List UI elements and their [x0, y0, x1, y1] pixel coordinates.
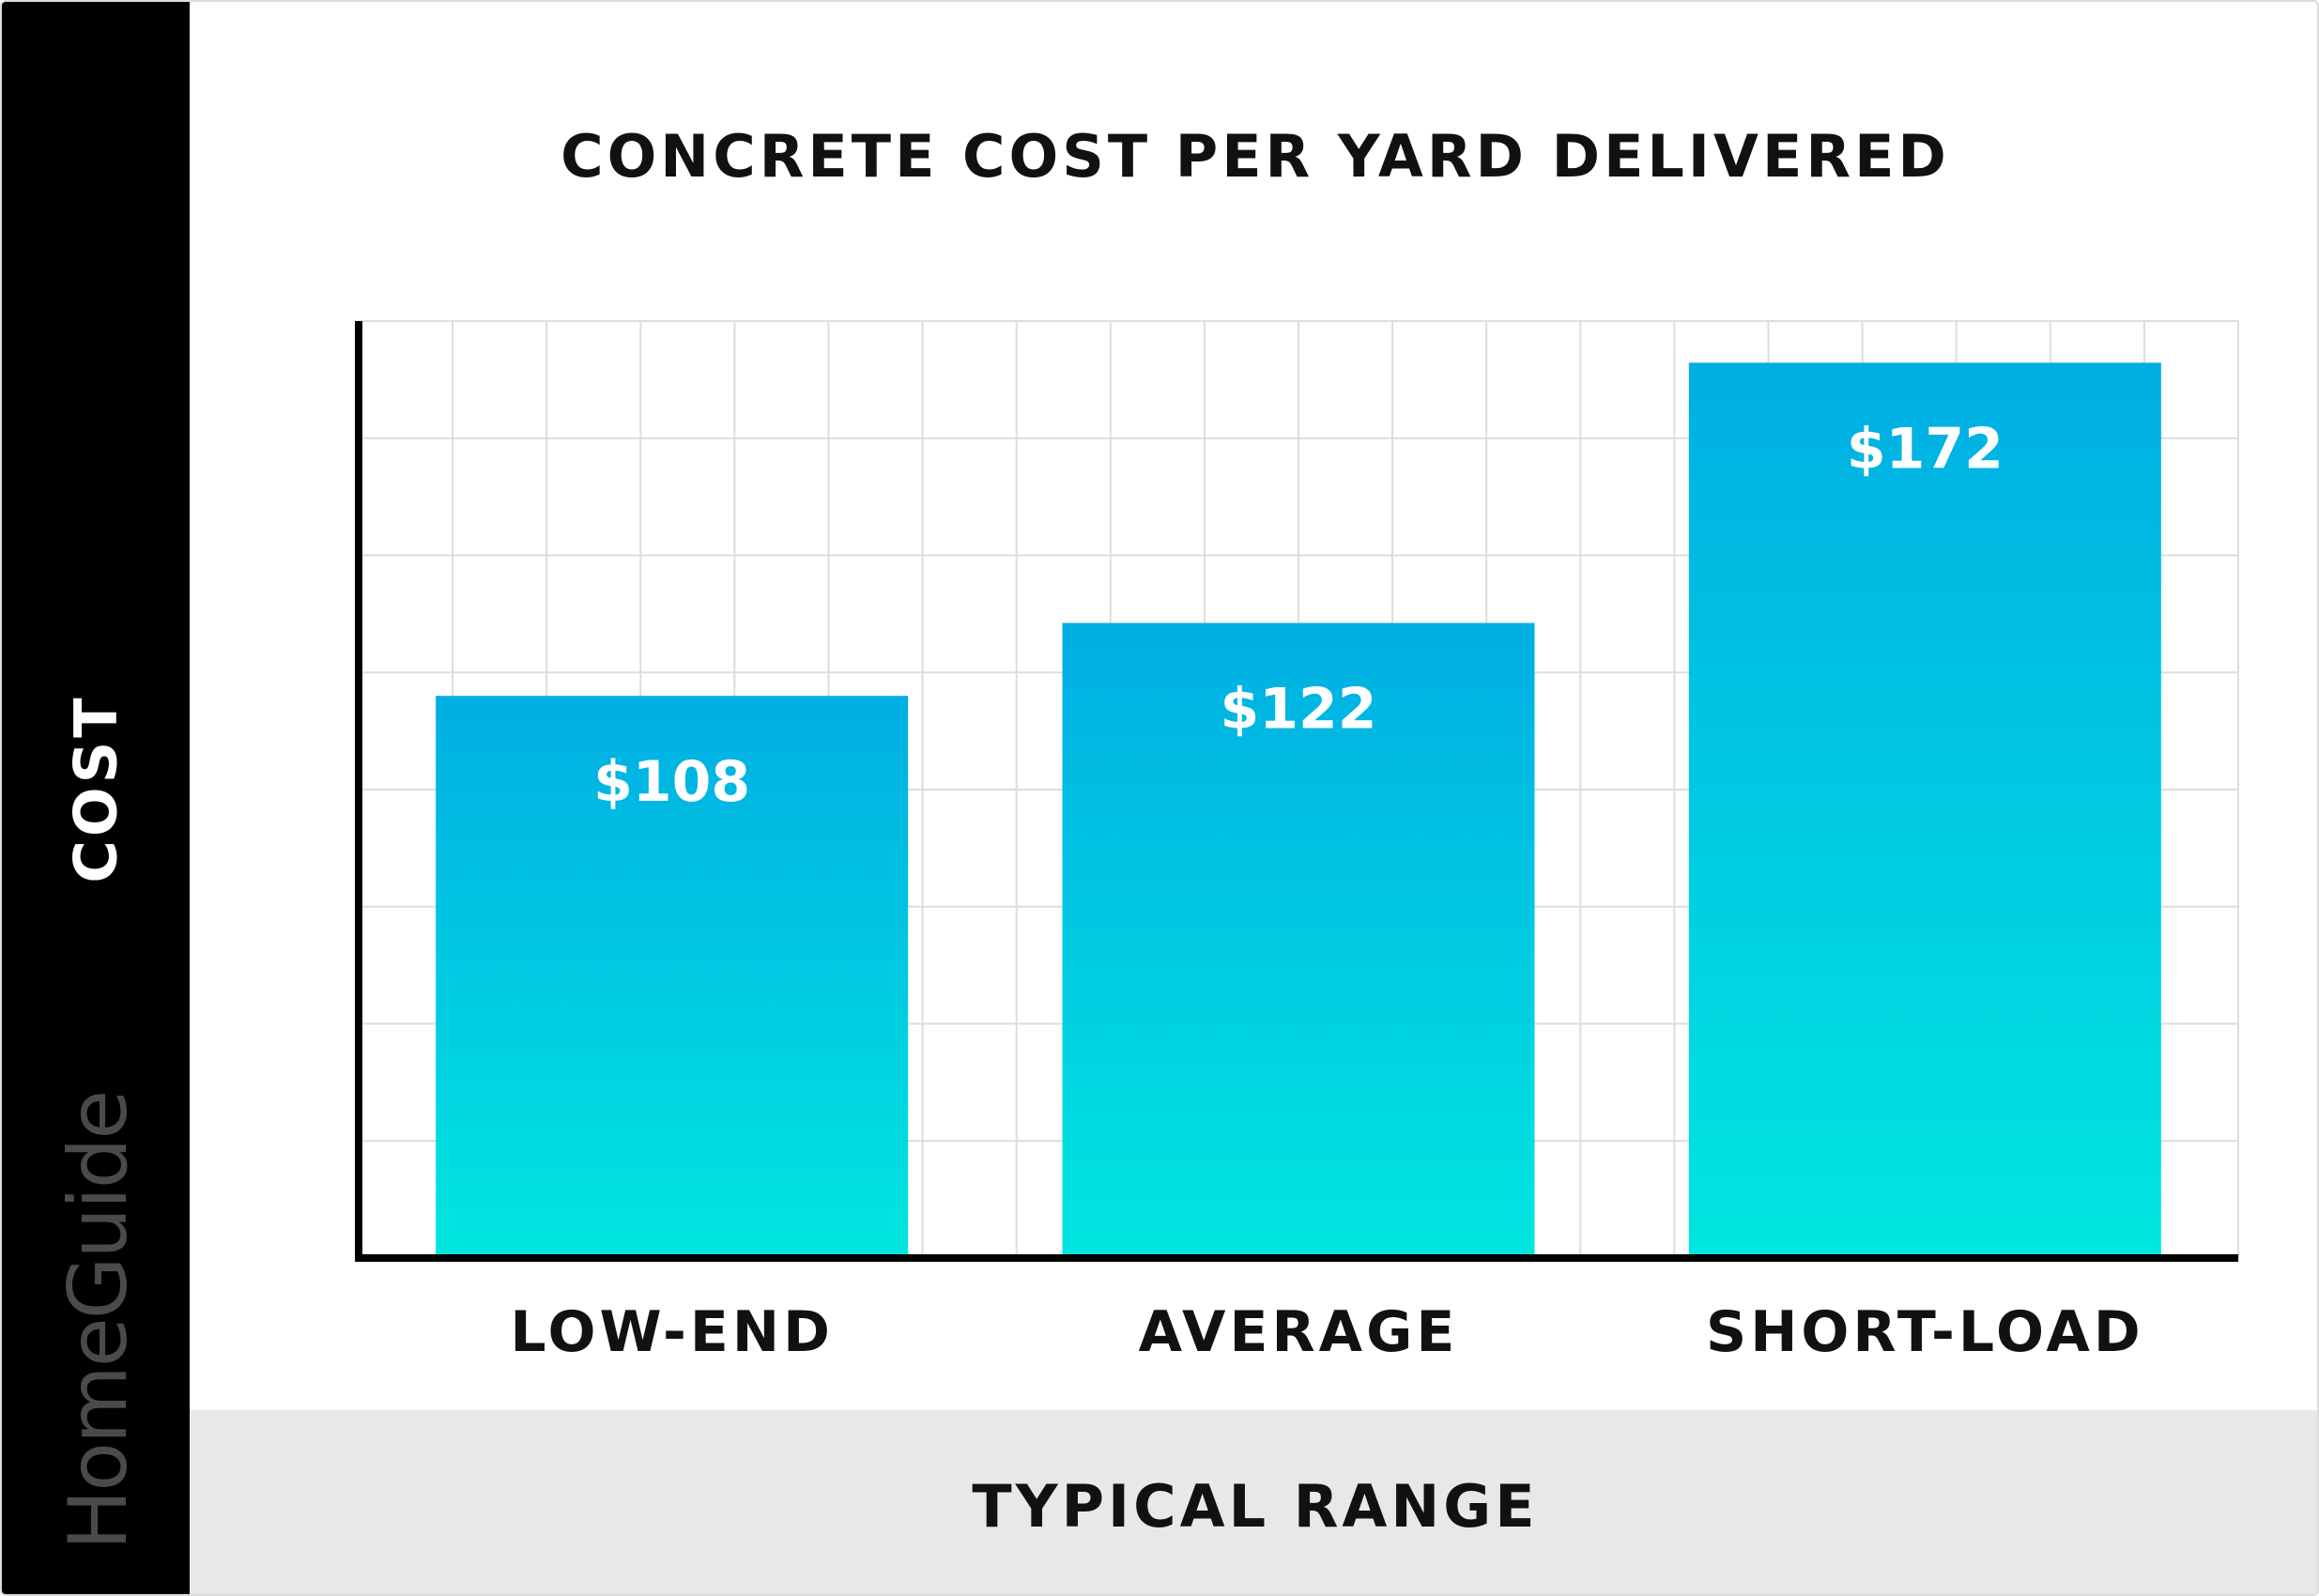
bar-average: [1062, 622, 1535, 1258]
bar-value-label: $108: [593, 749, 750, 815]
x-axis-footer: TYPICAL RANGE: [190, 1410, 2317, 1594]
chart-title: CONCRETE COST PER YARD DELIVERED: [561, 122, 1950, 191]
labels: $108 LOW-END $122 AVERAGE $172 SHORT-LOAD: [510, 416, 2144, 1365]
sidebar: COST HomeGuide: [2, 2, 190, 1594]
bar-short-load: [1688, 362, 2161, 1258]
bar-low-end: [436, 696, 909, 1258]
category-label: LOW-END: [510, 1299, 834, 1365]
bar-chart: $108 LOW-END $122 AVERAGE $172 SHORT-LOAD: [355, 320, 2239, 1365]
category-label: AVERAGE: [1139, 1299, 1459, 1365]
bar-value-label: $122: [1221, 677, 1377, 743]
axes: [355, 321, 2238, 1262]
category-label: SHORT-LOAD: [1706, 1299, 2144, 1365]
bar-value-label: $172: [1847, 416, 2004, 482]
bars: [436, 362, 2161, 1258]
x-axis-label: TYPICAL RANGE: [972, 1472, 1539, 1541]
